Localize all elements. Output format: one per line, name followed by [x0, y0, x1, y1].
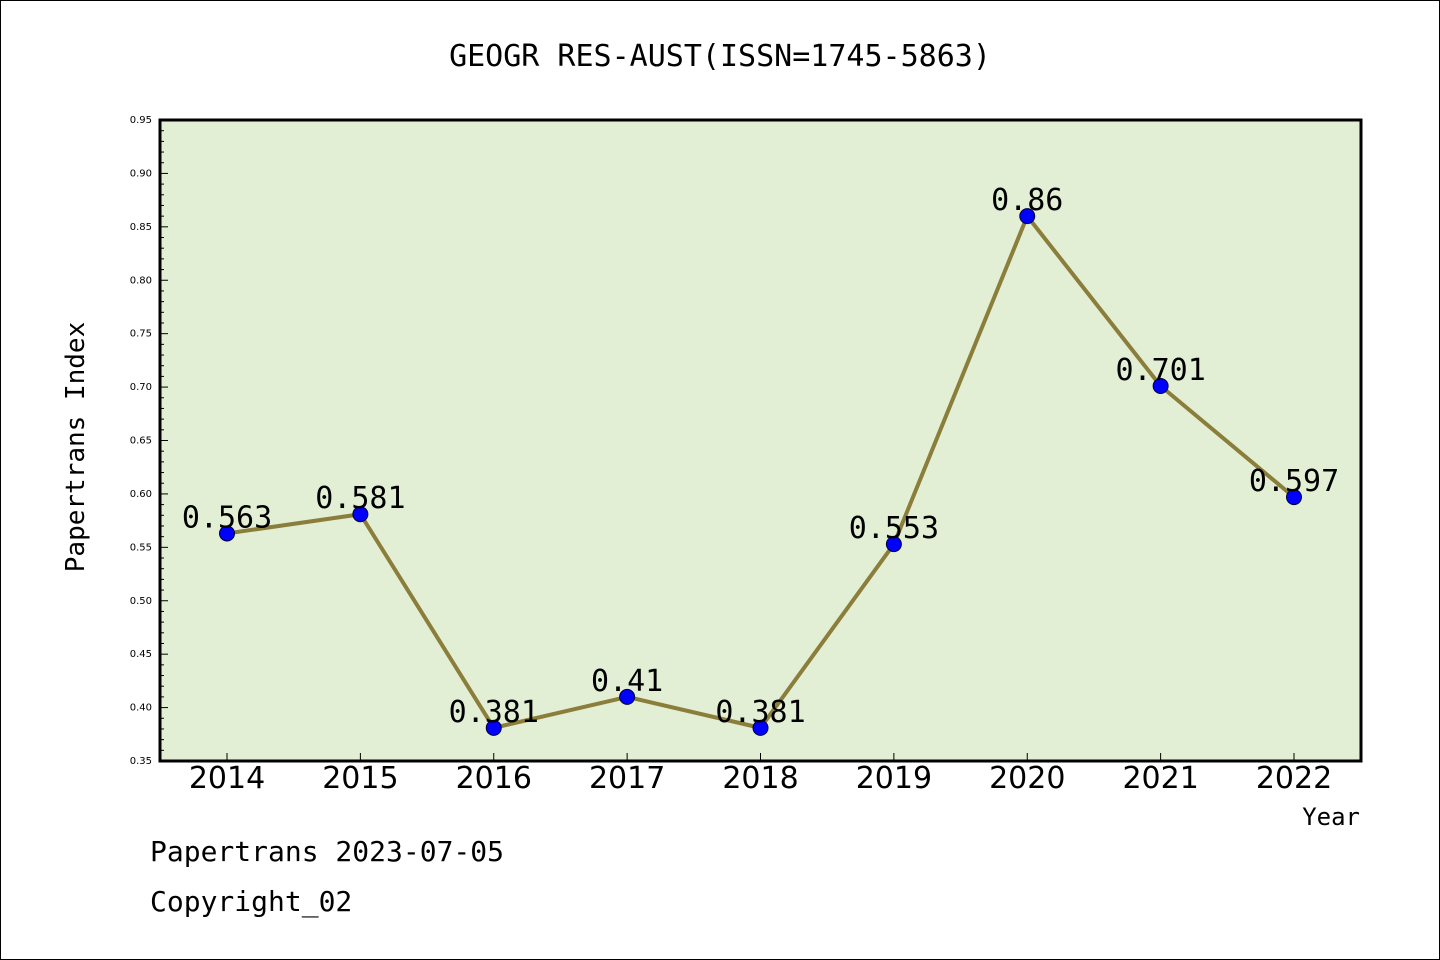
y-tick-label: 0.40 [130, 703, 152, 714]
x-tick-label: 2015 [322, 761, 398, 796]
data-label: 0.581 [315, 481, 405, 516]
y-tick-label: 0.50 [130, 596, 152, 607]
data-point [219, 525, 235, 542]
y-axis: 0.35 0.40 0.45 0.50 0.55 0.60 0.65 0.70 0.75 0.80… [130, 115, 168, 767]
x-tick-label: 2018 [722, 761, 798, 796]
x-tick-label: 2019 [856, 761, 932, 796]
x-tick-label: 2017 [589, 761, 665, 796]
y-tick-label: 0.60 [130, 489, 152, 500]
data-label: 0.86 [991, 183, 1063, 218]
y-axis-label: Papertrans Index [61, 322, 91, 572]
y-tick-label: 0.80 [130, 275, 152, 286]
footer-date: Papertrans 2023-07-05 [150, 835, 505, 868]
y-tick-label: 0.35 [130, 756, 152, 767]
data-label: 0.381 [715, 695, 805, 730]
data-point [1286, 489, 1302, 506]
data-point [619, 688, 636, 705]
x-axis: 2014 2015 2016 2017 2018 2019 2020 2021 2022 [189, 753, 1332, 796]
plot-area [158, 118, 1363, 763]
x-tick-label: 2020 [989, 761, 1065, 796]
data-labels: 0.563 0.581 0.381 0.41 0.381 0.553 0.86 0.701 0.… [182, 183, 1339, 730]
x-tick-label: 2022 [1256, 761, 1332, 796]
x-axis-label: Year [1302, 803, 1360, 831]
y-tick-label: 0.75 [130, 329, 152, 340]
y-tick-label: 0.65 [130, 436, 152, 447]
x-tick-label: 2016 [456, 761, 532, 796]
y-tick-label: 0.55 [130, 542, 152, 553]
x-tick-label: 2021 [1122, 761, 1198, 796]
data-label: 0.553 [849, 511, 939, 546]
data-label: 0.41 [591, 664, 663, 699]
y-tick-label: 0.95 [130, 115, 152, 126]
x-tick-label: 2014 [189, 761, 265, 796]
data-point [485, 719, 502, 736]
y-tick-label: 0.70 [130, 382, 152, 393]
footer-copyright: Copyright_02 [150, 885, 353, 918]
data-point [1152, 378, 1169, 395]
y-tick-label: 0.90 [130, 168, 152, 179]
chart-title: GEOGR RES-AUST(ISSN=1745-5863) [449, 39, 991, 74]
data-label: 0.563 [182, 500, 272, 535]
data-point [885, 536, 902, 553]
data-point [352, 506, 369, 523]
data-point [752, 719, 769, 736]
y-tick-label: 0.45 [130, 649, 152, 660]
data-label: 0.381 [449, 695, 539, 730]
data-label: 0.597 [1249, 464, 1339, 499]
y-tick-label: 0.85 [130, 222, 152, 233]
data-point [1019, 208, 1036, 225]
data-label: 0.701 [1115, 353, 1205, 388]
data-points [219, 208, 1302, 736]
